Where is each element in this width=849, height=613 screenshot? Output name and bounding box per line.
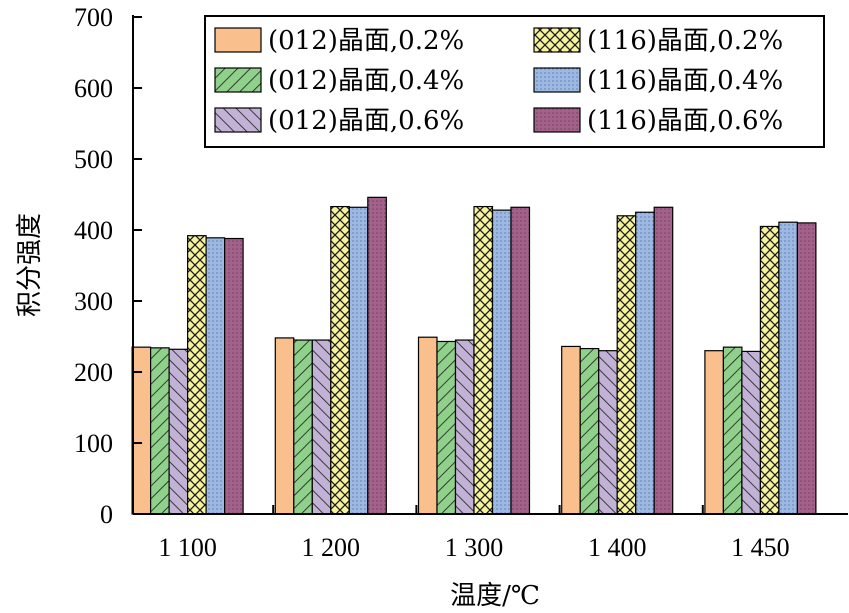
bar-1-1400 xyxy=(561,345,581,515)
x-axis-title: 温度/℃ xyxy=(450,581,540,611)
bar-2-1300 xyxy=(436,340,457,515)
bar-6-1100 xyxy=(224,237,244,515)
legend-label: (116)晶面,0.6% xyxy=(587,106,783,136)
bar-3-1450 xyxy=(741,350,762,515)
legend-label: (116)晶面,0.4% xyxy=(587,66,783,96)
x-tick-label: 1 300 xyxy=(445,533,504,562)
bar-3-1200 xyxy=(311,339,332,515)
legend-swatch xyxy=(533,67,581,93)
bar-2-1100 xyxy=(150,347,170,515)
bar-2-1400 xyxy=(579,347,600,515)
y-axis-title: 积分强度 xyxy=(15,213,45,317)
y-tick-label: 200 xyxy=(74,358,113,387)
bar-6-1200 xyxy=(367,196,387,515)
bars-group xyxy=(131,196,817,515)
y-tick-label: 600 xyxy=(74,74,113,103)
y-tick-label: 300 xyxy=(74,287,113,316)
y-tick-label: 100 xyxy=(74,429,113,458)
bar-5-1400 xyxy=(635,211,655,515)
bar-4-1100 xyxy=(187,235,207,515)
bar-4-1200 xyxy=(330,205,350,515)
bar-6-1450 xyxy=(796,222,817,515)
bar-3-1300 xyxy=(454,339,475,515)
y-tick-label: 700 xyxy=(74,3,113,32)
y-tick-label: 0 xyxy=(100,500,113,529)
bar-1-1200 xyxy=(274,337,295,515)
legend-swatch xyxy=(214,67,262,93)
bar-1-1300 xyxy=(417,336,438,515)
legend-label: (012)晶面,0.4% xyxy=(268,66,464,96)
x-tick-label: 1 400 xyxy=(588,533,647,562)
bar-5-1300 xyxy=(491,209,512,515)
bar-6-1400 xyxy=(653,206,674,515)
bar-5-1200 xyxy=(348,206,369,515)
x-tick-label: 1 200 xyxy=(302,533,361,562)
bar-4-1450 xyxy=(759,225,780,515)
bar-5-1450 xyxy=(778,221,799,515)
legend-swatch xyxy=(533,27,581,53)
axes-group: 0 100 200 300 400 500 600 700 1 100 1 200 1 300 1 4… xyxy=(74,3,848,562)
legend-label: (116)晶面,0.2% xyxy=(587,26,783,56)
y-tick-label: 400 xyxy=(74,216,113,245)
legend: (012)晶面,0.2% (012)晶面,0.4% (012)晶面,0.6% (116… xyxy=(204,15,825,148)
legend-label: (012)晶面,0.2% xyxy=(268,26,464,56)
bar-2-1200 xyxy=(293,339,313,515)
bar-1-1450 xyxy=(704,350,725,515)
x-tick-label: 1 450 xyxy=(731,533,790,562)
y-tick-label: 500 xyxy=(74,145,113,174)
bar-5-1100 xyxy=(205,237,226,515)
bar-3-1100 xyxy=(168,348,189,515)
bar-2-1450 xyxy=(722,346,743,515)
bar-6-1300 xyxy=(510,206,531,515)
legend-box xyxy=(204,15,825,148)
bar-3-1400 xyxy=(598,350,618,515)
bar-4-1400 xyxy=(616,215,637,515)
legend-swatch xyxy=(214,107,262,133)
legend-label: (012)晶面,0.6% xyxy=(268,106,464,136)
legend-swatch xyxy=(214,27,262,53)
legend-swatch xyxy=(533,107,581,133)
x-tick-label: 1 100 xyxy=(158,533,217,562)
bar-4-1300 xyxy=(473,205,494,515)
